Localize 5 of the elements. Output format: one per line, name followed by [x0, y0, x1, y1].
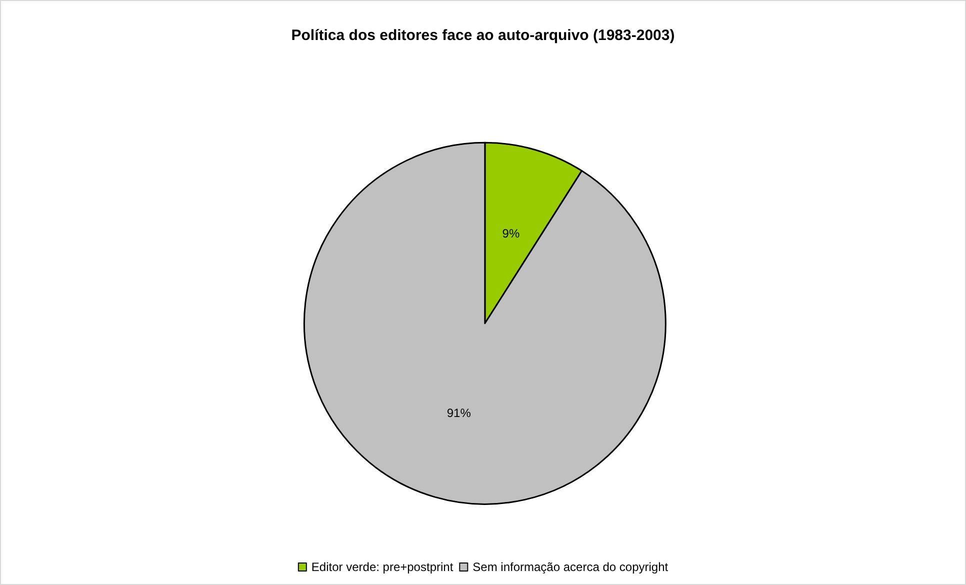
legend-label: Editor verde: pre+postprint [311, 560, 454, 574]
legend-label: Sem informação acerca do copyright [472, 560, 669, 574]
data-label: 9% [502, 226, 520, 241]
data-label: 91% [446, 406, 472, 420]
chart-title: Política dos editores face ao auto-arquivo (1983-2003) [291, 27, 675, 44]
